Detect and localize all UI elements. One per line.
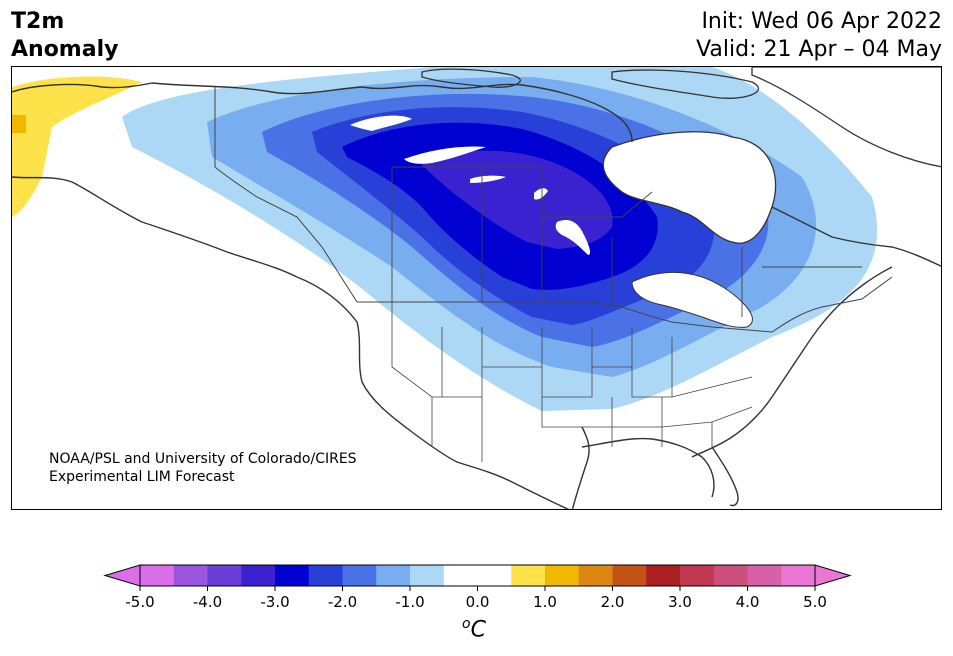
unit-letter: C — [470, 617, 486, 643]
pacific-coast — [296, 276, 570, 509]
colorbar-tick-label: 1.0 — [533, 593, 557, 611]
map-title: T2m Anomaly — [11, 8, 118, 64]
colorbar-tick-label: 4.0 — [736, 593, 760, 611]
colorbar-cell — [477, 565, 512, 586]
colorbar-tick-label: -2.0 — [328, 593, 357, 611]
gulf-coast — [571, 426, 715, 509]
colorbar-tick-label: -5.0 — [125, 593, 154, 611]
colorbar-ticks: -5.0 -4.0 -3.0 -2.0 -1.0 0.0 1.0 2.0 3.0 4.0 5.0 — [125, 586, 827, 611]
colorbar-cell — [612, 565, 647, 586]
unit-degree-symbol: o — [462, 616, 471, 632]
map-credit: NOAA/PSL and University of Colorado/CIRE… — [49, 450, 357, 486]
great-bear-lake — [350, 115, 412, 131]
anomaly-region-plus-1.0 — [12, 115, 26, 133]
colorbar-tick-label: -3.0 — [260, 593, 289, 611]
florida-coast — [711, 446, 739, 507]
title-variable: T2m — [11, 9, 65, 34]
colorbar-cell — [342, 565, 377, 586]
colorbar-cells — [103, 564, 852, 587]
colorbar-under-arrow — [103, 564, 141, 587]
alaska-border — [214, 87, 358, 303]
colorbar-cell — [646, 565, 681, 586]
colorbar-cell — [410, 565, 445, 586]
lake-winnipeg — [555, 219, 591, 255]
colorbar-cell — [511, 565, 546, 586]
alaska-coast — [12, 82, 298, 278]
colorbar-cell — [781, 565, 816, 586]
init-date: Init: Wed 06 Apr 2022 — [701, 9, 942, 34]
colorbar-tick-label: 3.0 — [668, 593, 692, 611]
province-boundaries — [391, 166, 862, 317]
colorbar-cell — [207, 565, 242, 586]
great-lakes — [631, 272, 753, 328]
anomaly-region-plus-0.5 — [12, 76, 142, 217]
anomaly-map — [12, 67, 941, 509]
map-panel — [11, 66, 942, 510]
colorbar-cell — [140, 565, 175, 586]
colorbar-cell — [747, 565, 782, 586]
arctic-coast — [151, 82, 633, 143]
colorbar-unit-label: oC — [462, 616, 486, 642]
state-boundaries — [391, 302, 753, 462]
hudson-bay — [602, 131, 777, 244]
canada-us-border — [357, 276, 893, 333]
colorbar-cell — [545, 565, 580, 586]
arctic-islands — [421, 67, 941, 168]
colorbar-tick-label: 5.0 — [803, 593, 827, 611]
colorbar-cell — [680, 565, 715, 586]
colorbar: -5.0 -4.0 -3.0 -2.0 -1.0 0.0 1.0 2.0 3.0 4.0 5.0 — [103, 564, 852, 611]
title-anomaly: Anomaly — [11, 37, 119, 62]
atlantic-coast — [691, 206, 941, 458]
great-slave-lake — [404, 146, 486, 164]
colorbar-tick-label: 0.0 — [466, 593, 490, 611]
colorbar-cell — [173, 565, 208, 586]
valid-date: Valid: 21 Apr – 04 May — [696, 37, 942, 62]
colorbar-tick-label: -1.0 — [395, 593, 424, 611]
colorbar-cell — [241, 565, 276, 586]
colorbar-cell — [376, 565, 411, 586]
credit-line-1: NOAA/PSL and University of Colorado/CIRE… — [49, 451, 357, 467]
colorbar-cell — [443, 565, 478, 586]
colorbar-cell — [578, 565, 613, 586]
reindeer-lake — [534, 188, 548, 200]
forecast-dates: Init: Wed 06 Apr 2022 Valid: 21 Apr – 04… — [696, 8, 942, 64]
colorbar-over-arrow — [814, 564, 852, 587]
colorbar-cell — [308, 565, 343, 586]
colorbar-cell — [275, 565, 310, 586]
colorbar-tick-label: 2.0 — [601, 593, 625, 611]
credit-line-2: Experimental LIM Forecast — [49, 469, 235, 485]
colorbar-tick-label: -4.0 — [193, 593, 222, 611]
colorbar-cell — [713, 565, 748, 586]
lake-athabasca — [470, 175, 506, 183]
